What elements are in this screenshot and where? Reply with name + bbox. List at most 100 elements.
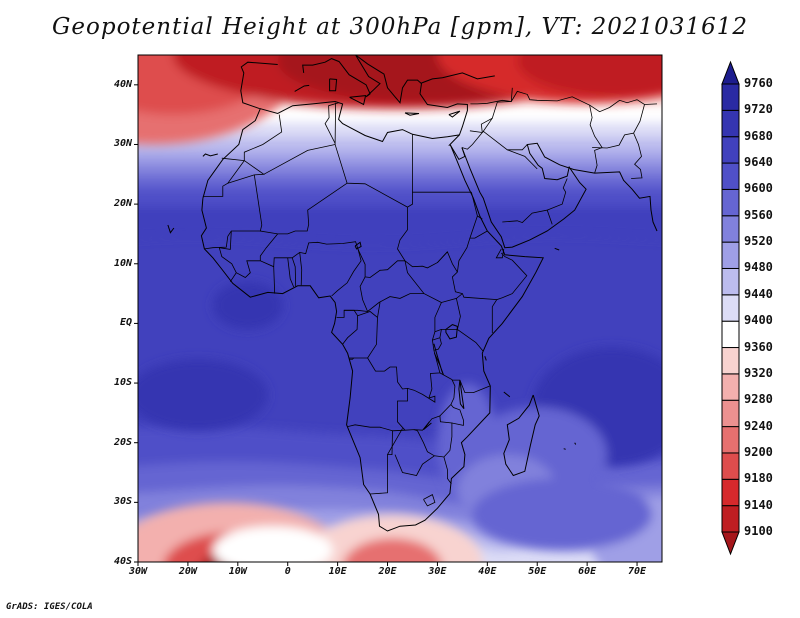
colorbar-label: 9640 (744, 155, 773, 170)
border (221, 157, 245, 161)
colorbar-swatch (721, 60, 740, 85)
colorbar-swatch (721, 215, 740, 243)
colorbar-label: 9180 (744, 471, 773, 486)
border (496, 252, 528, 300)
border (451, 192, 478, 294)
border (367, 302, 442, 403)
lat-label: 40N (113, 78, 132, 90)
border (404, 251, 458, 273)
height-feature (343, 538, 442, 562)
lon-label: 60E (578, 566, 597, 577)
coastline (329, 78, 338, 92)
colorbar-label: 9480 (744, 260, 773, 275)
border (443, 456, 452, 485)
height-feature (472, 478, 653, 551)
colorbar-swatch (721, 399, 740, 428)
coastline (200, 134, 544, 532)
border (437, 251, 448, 263)
coastline (503, 394, 540, 477)
border (204, 230, 261, 250)
lat-label: 40S (113, 556, 132, 567)
border (291, 257, 297, 287)
colorbar-label: 9140 (744, 497, 773, 512)
coastline (503, 391, 511, 398)
coastline (167, 224, 175, 234)
border (299, 252, 303, 286)
border (495, 248, 505, 259)
lat-label: 30S (113, 496, 132, 508)
lon-label: 0 (284, 566, 291, 577)
border (631, 132, 643, 179)
colorbar-swatch (721, 478, 740, 507)
coastline (202, 55, 468, 199)
border (227, 174, 255, 184)
coastline-layer (167, 55, 658, 532)
colorbar-label: 9280 (744, 392, 773, 407)
borders-layer (202, 87, 658, 507)
colorbar-swatch (721, 267, 740, 296)
border (347, 424, 393, 432)
border (547, 178, 568, 211)
coastline (448, 110, 461, 118)
colorbar (721, 60, 740, 556)
colorbar-swatch (721, 188, 740, 217)
axis-ticks (134, 84, 638, 566)
colorbar-swatch (721, 347, 740, 375)
border (433, 337, 442, 351)
lon-label: 20E (378, 566, 397, 577)
border (243, 114, 348, 235)
colorbar-label: 9360 (744, 339, 773, 354)
colorbar-swatch (721, 452, 740, 480)
colorbar-label: 9520 (744, 234, 773, 249)
border (423, 494, 436, 507)
border (470, 99, 512, 105)
border (469, 230, 488, 239)
border (412, 134, 472, 193)
border (202, 160, 245, 197)
field-features (138, 55, 662, 562)
border (357, 249, 405, 278)
colorbar-label: 9760 (744, 76, 773, 90)
colorbar-swatch (721, 505, 740, 533)
colorbar-swatch (721, 83, 740, 111)
lake (458, 380, 465, 409)
border (377, 302, 381, 318)
colorbar-label: 9680 (744, 128, 773, 143)
colorbar-swatch (721, 136, 740, 164)
lon-label: 70E (628, 566, 647, 577)
coastline (574, 442, 577, 445)
colorbar-label: 9100 (744, 524, 773, 538)
lat-label: EQ (119, 317, 132, 329)
coastline (202, 153, 218, 157)
coastline (554, 247, 560, 251)
colorbar-swatch (721, 162, 740, 190)
lat-label: 20N (113, 198, 132, 210)
border (273, 241, 362, 297)
height-band (138, 206, 662, 244)
height-feature (138, 359, 268, 431)
border (450, 404, 464, 426)
lon-label: 30W (128, 566, 148, 577)
coastline (302, 55, 381, 98)
colorbar-label: 9240 (744, 418, 773, 433)
border (507, 149, 538, 170)
lake (445, 324, 458, 340)
colorbar-label: 9200 (744, 444, 773, 459)
border (287, 257, 295, 288)
lon-label: 40E (478, 566, 497, 577)
colorbar-swatch (721, 426, 740, 454)
lat-label: 30N (113, 138, 132, 150)
colorbar-swatch (721, 531, 740, 556)
coastline (461, 142, 658, 249)
lon-label: 20W (178, 566, 197, 577)
lat-label: 10N (113, 257, 132, 269)
colorbar-label: 9440 (744, 286, 773, 301)
border (477, 215, 483, 220)
colorbar-label: 9400 (744, 313, 773, 328)
colorbar-swatch (721, 373, 740, 401)
grads-credit: GrADS: IGES/COLA (6, 602, 93, 612)
colorbar-label: 9720 (744, 102, 773, 117)
colorbar-label: 9320 (744, 365, 773, 380)
map-title: Geopotential Height at 300hPa [gpm], VT:… (52, 14, 748, 40)
border (324, 102, 339, 144)
